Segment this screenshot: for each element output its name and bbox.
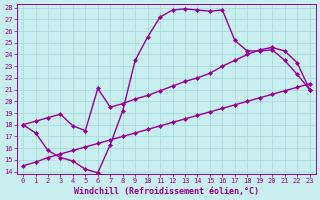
X-axis label: Windchill (Refroidissement éolien,°C): Windchill (Refroidissement éolien,°C) (74, 187, 259, 196)
